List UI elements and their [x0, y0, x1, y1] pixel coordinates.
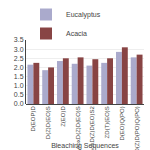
svg-text:AoxD(Z)D(EO)S2: AoxD(Z)D(EO)S2: [89, 106, 95, 150]
svg-text:D(EOP)D: D(EOP)D: [30, 106, 36, 132]
svg-text:0.5: 0.5: [14, 91, 24, 98]
svg-text:ZD(T)(EO)S: ZD(T)(EO)S: [104, 106, 110, 138]
svg-text:D(Z)D(PO)Q(PO): D(Z)D(PO)Q(PO): [134, 106, 140, 150]
svg-text:2.0: 2.0: [14, 64, 24, 71]
svg-text:1.0: 1.0: [14, 82, 24, 89]
svg-text:Eucalyptus: Eucalyptus: [66, 11, 101, 19]
svg-text:1.5: 1.5: [14, 73, 24, 80]
svg-text:0.0: 0.0: [14, 100, 24, 107]
svg-text:Z(EO)D: Z(EO)D: [60, 106, 66, 127]
svg-text:3.0: 3.0: [14, 46, 24, 53]
svg-text:Acacia: Acacia: [66, 30, 87, 37]
svg-text:3.5: 3.5: [14, 36, 24, 43]
svg-text:2.5: 2.5: [14, 55, 24, 62]
svg-text:Bleaching Sequences: Bleaching Sequences: [51, 142, 119, 150]
svg-text:D(EO)Q(PO): D(EO)Q(PO): [119, 106, 125, 140]
svg-text:AoxD(Z)D(EO)S: AoxD(Z)D(EO)S: [75, 106, 81, 149]
svg-text:D(Z)D(EO)S: D(Z)D(EO)S: [45, 106, 51, 139]
